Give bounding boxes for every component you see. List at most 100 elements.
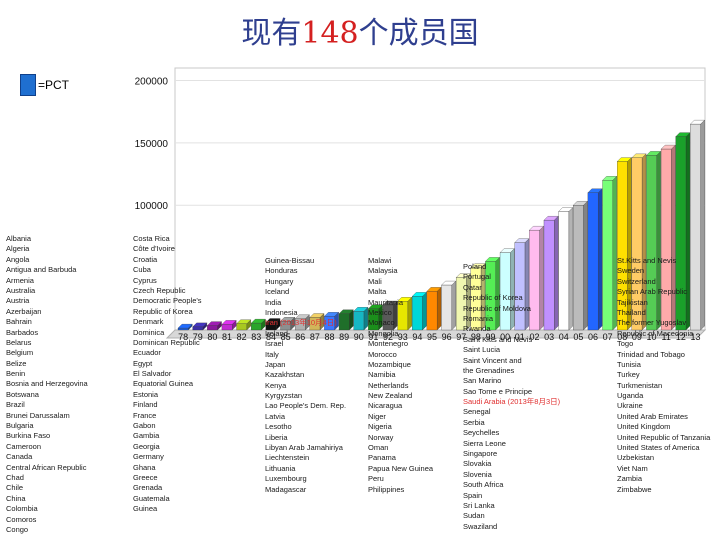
country-list-4: Malawi Malaysia Mali Malta Mauritania Mexico M… bbox=[368, 256, 433, 495]
bar bbox=[338, 309, 354, 331]
country-name: Chad bbox=[6, 472, 24, 482]
bar bbox=[543, 215, 559, 331]
country-name: Republic of Korea bbox=[463, 293, 523, 303]
country-name: Swaziland bbox=[463, 521, 498, 531]
bar bbox=[367, 304, 383, 331]
country-list-3: Guinea-Bissau Honduras Hungary Iceland India… bbox=[265, 256, 346, 495]
country-name: Mauritania bbox=[368, 297, 404, 307]
x-tick-label: 03 bbox=[544, 332, 554, 342]
bar bbox=[485, 257, 501, 331]
country-name: Norway bbox=[368, 432, 394, 442]
legend-swatch bbox=[20, 74, 36, 96]
country-name: Luxembourg bbox=[265, 474, 307, 484]
country-name: Namibia bbox=[368, 370, 396, 380]
country-name: Spain bbox=[463, 490, 483, 500]
country-name: Costa Rica bbox=[133, 234, 170, 243]
country-name: Croatia bbox=[133, 254, 158, 264]
title-part1: 现有 bbox=[241, 16, 302, 51]
country-name: Colombia bbox=[6, 504, 38, 514]
country-name: Singapore bbox=[463, 449, 498, 459]
country-name: Morocco bbox=[368, 349, 397, 359]
country-name: Lithuania bbox=[265, 463, 296, 473]
country-name: Monaco bbox=[368, 318, 395, 328]
bar bbox=[616, 157, 632, 331]
country-name: Angola bbox=[6, 254, 30, 264]
country-name: Mali bbox=[368, 276, 382, 286]
country-name: Guatemala bbox=[133, 493, 170, 503]
country-name: Lesotho bbox=[265, 422, 292, 432]
country-name: Kenya bbox=[265, 380, 287, 390]
bar bbox=[192, 322, 208, 331]
x-tick-label: 05 bbox=[573, 332, 583, 342]
x-tick-label: 99 bbox=[486, 332, 496, 342]
country-name: Niger bbox=[368, 411, 386, 421]
country-name: Congo bbox=[6, 524, 29, 534]
country-name: Egypt bbox=[133, 358, 153, 368]
country-name: Saint Lucia bbox=[463, 345, 501, 355]
country-name: Armenia bbox=[6, 275, 34, 285]
country-name: Equatorial Guinea bbox=[133, 379, 194, 389]
country-name: Sri Lanka bbox=[463, 500, 495, 510]
country-name: Tajikistan bbox=[617, 297, 648, 307]
x-tick-label: 87 bbox=[310, 332, 320, 342]
x-tick-label: 13 bbox=[690, 332, 700, 342]
country-name: St.Kitts and Nevis bbox=[617, 256, 677, 265]
x-tick-label: 98 bbox=[471, 332, 481, 342]
country-name: Nicaragua bbox=[368, 401, 403, 411]
country-name: Sao Tome e Principe bbox=[463, 386, 533, 396]
x-tick-label: 82 bbox=[237, 332, 247, 342]
x-tick-label: 11 bbox=[662, 332, 671, 342]
bar bbox=[206, 321, 222, 331]
country-list-1: Albania Algeria Angola Antigua and Barbuda A… bbox=[6, 234, 88, 535]
country-name: Cyprus bbox=[133, 275, 157, 285]
country-name: Lao People's Dem. Rep. bbox=[265, 401, 347, 411]
country-name: Switzerland bbox=[617, 276, 656, 286]
country-name: Guinea-Bissau bbox=[265, 256, 315, 265]
country-name: Philippines bbox=[368, 484, 405, 494]
country-name: Malaysia bbox=[368, 266, 398, 276]
country-name: Cuba bbox=[133, 265, 151, 275]
x-tick-label: 91 bbox=[368, 332, 378, 342]
country-name: Burkina Faso bbox=[6, 431, 51, 441]
country-name: United Republic of Tanzania bbox=[617, 432, 711, 442]
x-tick-label: 89 bbox=[339, 332, 349, 342]
country-name: Republic of Moldova bbox=[463, 303, 531, 313]
country-name: Portugal bbox=[463, 272, 491, 282]
chart-floor bbox=[165, 329, 707, 339]
country-name: Madagascar bbox=[265, 484, 307, 494]
country-name: Belize bbox=[6, 358, 27, 368]
x-tick-label: 08 bbox=[617, 332, 627, 342]
bar bbox=[221, 320, 237, 331]
country-name: Romania bbox=[463, 313, 494, 323]
x-tick-label: 79 bbox=[193, 332, 203, 342]
x-tick-label: 01 bbox=[515, 332, 525, 342]
country-name: Ireland bbox=[265, 328, 288, 338]
country-name: Ukraine bbox=[617, 401, 643, 411]
country-name: Italy bbox=[265, 349, 279, 359]
y-tick-label: 200000 bbox=[135, 76, 169, 87]
bar bbox=[294, 314, 310, 331]
country-name: Saint Kitts and Nevis bbox=[463, 334, 533, 344]
x-tick-label: 09 bbox=[632, 332, 642, 342]
legend-label: =PCT bbox=[38, 78, 70, 92]
country-name: Grenada bbox=[133, 483, 163, 493]
country-name: Comoros bbox=[6, 514, 37, 524]
bar bbox=[689, 119, 705, 331]
country-name: Botswana bbox=[6, 389, 39, 399]
x-tick-label: 04 bbox=[559, 332, 569, 342]
country-name: Peru bbox=[368, 474, 384, 484]
country-name: Panama bbox=[368, 453, 396, 463]
country-name: China bbox=[6, 493, 26, 503]
country-list-5: Poland Portugal Qatar Republic of Korea Repu… bbox=[463, 262, 560, 532]
country-name: Bosnia and Herzegovina bbox=[6, 379, 88, 389]
country-name: Mozambique bbox=[368, 359, 411, 369]
x-tick-label: 92 bbox=[383, 332, 393, 342]
country-name: Central African Republic bbox=[6, 462, 87, 472]
x-tick-label: 10 bbox=[647, 332, 657, 342]
country-name: Dominican Republic bbox=[133, 337, 200, 347]
country-list-6: St.Kitts and Nevis Sweden Switzerland Syria… bbox=[617, 256, 710, 495]
country-name: Albania bbox=[6, 234, 32, 243]
country-name: Tunisia bbox=[617, 359, 641, 369]
x-tick-label: 81 bbox=[222, 332, 232, 342]
country-name: Hungary bbox=[265, 276, 294, 286]
